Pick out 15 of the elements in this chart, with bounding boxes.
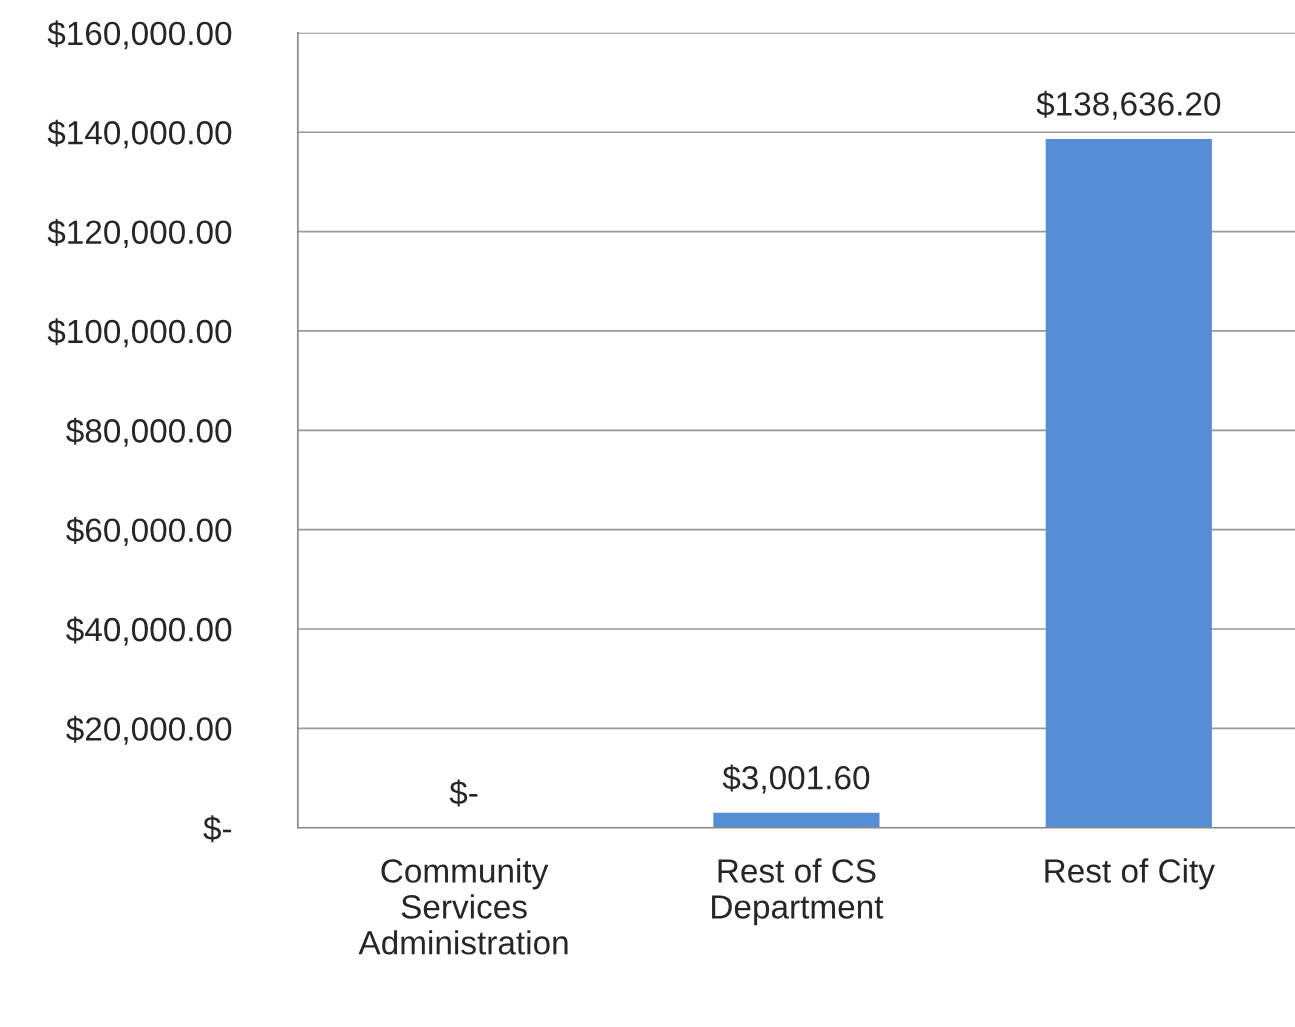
y-tick-label: $60,000.00 <box>66 517 232 547</box>
y-tick-label: $- <box>203 815 232 843</box>
y-tick-label: $20,000.00 <box>66 715 232 745</box>
data-label: $3,001.60 <box>722 764 870 794</box>
y-tick-label: $140,000.00 <box>47 119 232 149</box>
y-tick-label: $120,000.00 <box>47 218 232 248</box>
y-tick-label: $80,000.00 <box>66 417 232 447</box>
y-tick-label: $40,000.00 <box>66 616 232 646</box>
y-tick-label: $100,000.00 <box>47 318 232 348</box>
y-tick-label: $160,000.00 <box>47 20 232 50</box>
x-tick-label: Community Services Administration <box>358 858 568 955</box>
data-label: $- <box>449 779 478 807</box>
data-label: $138,636.20 <box>1036 90 1221 120</box>
x-tick-label: Rest of City <box>1045 858 1215 890</box>
x-tick-label: Rest of CS Department <box>712 858 884 926</box>
